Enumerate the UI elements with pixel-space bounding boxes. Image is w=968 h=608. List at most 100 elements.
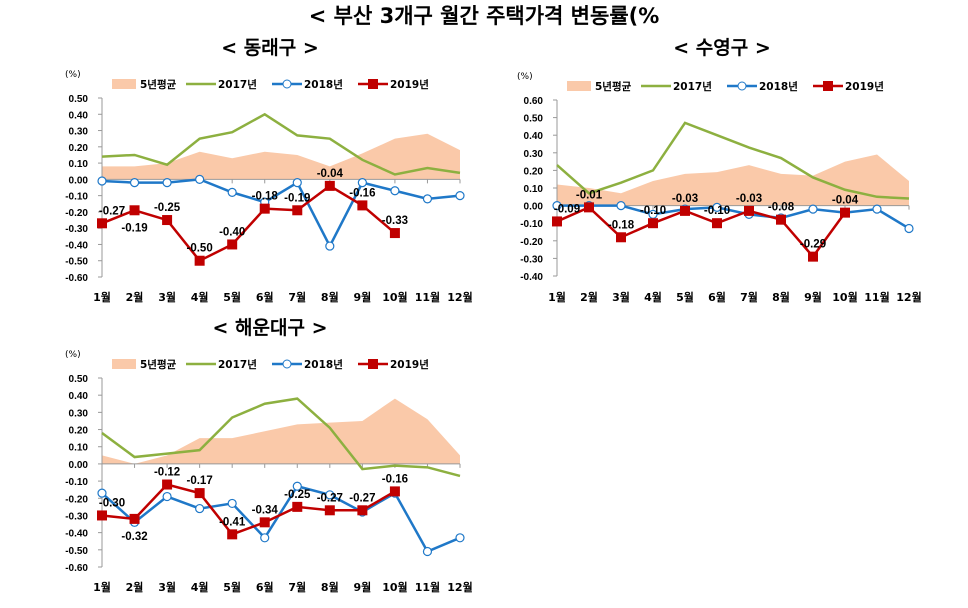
x-tick-label: 11월: [415, 290, 440, 304]
x-tick-label: 3월: [158, 580, 176, 594]
data-label-2019: -0.25: [284, 489, 311, 501]
data-point-2019: [194, 488, 205, 499]
series-area-5yr-avg: [557, 154, 909, 206]
x-tick-label: 3월: [612, 290, 630, 304]
x-tick-label: 9월: [353, 290, 371, 304]
series-line-2019년: [556, 205, 847, 259]
chart-1: (%) 0.60 0.50 0.40 0.30 0.20 0.10 0.00 -0.10 -0.2…: [517, 72, 922, 304]
x-tick-label: 12월: [896, 290, 921, 304]
x-tick-label: 12월: [447, 290, 472, 304]
x-tick-label: 7월: [740, 290, 758, 304]
series-line-2019년: [101, 483, 396, 536]
data-point-2018: [195, 174, 205, 184]
data-point-2018: [227, 498, 237, 509]
y-tick-label: -0.50: [65, 257, 88, 268]
series-line-2017년: [101, 397, 461, 478]
data-point-2019: [292, 205, 303, 216]
series-line-2017년: [101, 112, 461, 176]
data-point-2019: [648, 218, 658, 229]
y-tick-label: -0.60: [65, 563, 88, 574]
data-point-2018: [552, 201, 562, 211]
data-point-2018: [904, 223, 914, 234]
unit-label: (%): [65, 70, 81, 80]
chart-title-haeundae: < 해운대구 >: [213, 317, 328, 339]
legend-label: 2018년: [304, 78, 343, 91]
data-point-2019: [97, 510, 107, 521]
data-point-2018: [422, 194, 433, 204]
data-label-2019: -0.08: [768, 202, 795, 214]
data-point-2019: [162, 479, 173, 490]
legend-label: 5년평균: [140, 358, 177, 371]
x-tick-label: 5월: [223, 580, 241, 594]
data-point-2019: [97, 218, 107, 229]
x-tick-label: 9월: [353, 580, 371, 594]
data-point-2018: [292, 178, 302, 188]
y-tick-label: 0.20: [524, 166, 544, 177]
y-tick-label: -0.30: [65, 511, 88, 522]
y-tick-label: -0.50: [65, 546, 88, 557]
legend-swatch-area: [112, 79, 136, 89]
x-tick-label: 8월: [772, 290, 790, 304]
data-point-2019: [194, 255, 205, 266]
x-tick-label: 9월: [804, 290, 822, 304]
chart-title-suyeong: < 수영구 >: [673, 37, 771, 59]
x-tick-label: 2월: [580, 290, 598, 304]
legend-label: 5년평균: [140, 78, 177, 91]
legend-marker-circle: [737, 81, 747, 91]
y-tick-label: 0.00: [69, 460, 89, 471]
y-tick-label: 0.20: [69, 143, 89, 154]
y-tick-label: -0.40: [65, 240, 88, 251]
unit-label: (%): [65, 350, 81, 360]
y-tick-label: -0.10: [520, 219, 543, 230]
legend-label: 5년평균: [595, 80, 632, 93]
data-label-2019: -0.41: [219, 516, 246, 528]
data-label-2019: -0.03: [736, 193, 762, 205]
data-point-2018: [872, 204, 882, 214]
y-tick-label: -0.40: [65, 529, 88, 540]
x-tick-label: 11월: [864, 290, 889, 304]
y-tick-label: 0.40: [524, 131, 544, 142]
data-label-2019: -0.16: [349, 187, 375, 199]
data-point-2018: [357, 178, 367, 188]
data-point-2018: [325, 490, 335, 500]
data-point-2019: [227, 529, 238, 540]
data-point-2018: [455, 191, 465, 201]
legend-label: 2018년: [759, 80, 798, 93]
x-tick-label: 10월: [382, 580, 407, 594]
y-tick-label: 0.60: [524, 96, 544, 107]
y-tick-label: 0.10: [69, 159, 89, 170]
x-tick-label: 8월: [321, 290, 339, 304]
series-area-5yr-avg: [102, 133, 460, 180]
data-label-2019: -0.03: [672, 193, 698, 205]
data-point-2019: [162, 215, 173, 226]
data-point-2019: [584, 202, 594, 213]
chart-title-dongnae: < 동래구 >: [221, 37, 319, 59]
data-point-2018: [97, 488, 107, 498]
y-tick-label: -0.40: [520, 272, 543, 283]
x-tick-label: 5월: [223, 290, 241, 304]
data-point-2019: [292, 501, 303, 512]
x-tick-label: 3월: [158, 290, 176, 304]
data-point-2019: [357, 505, 368, 516]
legend-marker-circle: [282, 79, 292, 89]
series-line-2017년: [556, 121, 910, 200]
y-tick-label: 0.40: [69, 391, 89, 402]
data-point-2019: [389, 486, 400, 497]
x-tick-label: 7월: [288, 290, 306, 304]
data-point-2018: [808, 204, 818, 214]
data-point-2018: [162, 178, 172, 188]
data-label-2019: -0.27: [317, 492, 343, 504]
legend-label: 2019년: [390, 358, 429, 371]
data-label-2019: -0.19: [284, 192, 310, 204]
data-point-2018: [455, 533, 465, 543]
x-tick-label: 10월: [382, 290, 407, 304]
data-point-2019: [840, 207, 850, 218]
x-tick-label: 6월: [256, 290, 274, 304]
y-tick-label: 0.10: [69, 443, 89, 454]
data-point-2018: [292, 481, 302, 491]
series-area-5yr-avg: [102, 398, 460, 464]
data-point-2018: [422, 546, 433, 557]
data-point-2019: [259, 517, 270, 528]
x-tick-label: 7월: [288, 580, 306, 594]
x-tick-label: 1월: [548, 290, 566, 304]
